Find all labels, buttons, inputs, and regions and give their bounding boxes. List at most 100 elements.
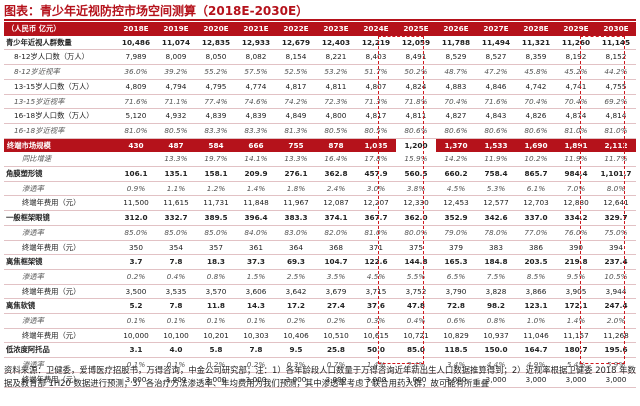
- figure-title: 图表：青少年近视防控市场空间测算（2018E-2030E）: [4, 4, 309, 18]
- table-cell: 85.0: [396, 342, 436, 359]
- table-row: 终端年费用（元） 3,000 3,000 3,000 3,000 3,000 3,000 3,…: [4, 372, 636, 388]
- table-cell: 75.0%: [596, 225, 636, 241]
- table-cell: 758.4: [476, 166, 516, 182]
- table-cell: 85.0%: [196, 225, 236, 241]
- row-label: 青少年近视人群数量: [4, 35, 116, 51]
- table-cell: 50.0: [356, 342, 396, 359]
- table-cell: 44.2%: [596, 64, 636, 80]
- table-cell: 3,000: [516, 372, 556, 388]
- table-cell: 80.6%: [516, 123, 556, 139]
- table-cell: 3,000: [356, 372, 396, 388]
- table-cell: 57.5%: [236, 64, 276, 80]
- table-cell: 5.5%: [396, 269, 436, 285]
- table-cell: 394: [596, 240, 636, 256]
- table-cell: 0.4%: [156, 269, 196, 285]
- table-cell: 10.5%: [596, 269, 636, 285]
- table-cell: 80.5%: [356, 123, 396, 139]
- table-row: 渗透率 85.0% 85.0% 85.0% 84.0% 83.0% 82.0% 81.0% 80…: [4, 225, 636, 241]
- row-label: 终端年费用（元）: [4, 240, 116, 256]
- table-cell: 560.5: [396, 166, 436, 182]
- table-cell: 396.4: [236, 210, 276, 226]
- table-cell: 98.2: [476, 298, 516, 315]
- table-cell: 4,846: [476, 79, 516, 95]
- table-cell: 3,752: [396, 284, 436, 300]
- header-year-cell: 2029E: [556, 22, 596, 36]
- table-cell: 150.0: [476, 342, 516, 359]
- table-cell: 47.2%: [476, 64, 516, 80]
- row-label: 离焦框架镜: [4, 254, 116, 270]
- table-row: 终端市场规模 430 487 584 666 755 878 1,035 1,200 1,370 1…: [4, 138, 636, 153]
- table-cell: 367.7: [356, 210, 396, 226]
- table-cell: 4.5%: [436, 181, 476, 197]
- table-cell: 72.8: [436, 298, 476, 315]
- table-cell: 2.0%: [596, 313, 636, 329]
- table-cell: 84.0%: [236, 225, 276, 241]
- table-cell: 10,615: [356, 328, 396, 344]
- row-label: 13-15岁近视率: [4, 94, 116, 110]
- table-cell: 165.3: [436, 254, 476, 270]
- table-row: 13-15岁近视率 71.6% 71.1% 77.4% 74.6% 74.2% 72.3% 7…: [4, 94, 636, 110]
- table-cell: 375: [396, 240, 436, 256]
- table-cell: 4,811: [396, 108, 436, 124]
- table-cell: 4.9%: [516, 357, 556, 373]
- table-cell: 4,809: [116, 79, 156, 95]
- source-note: 资料来源：卫健委，爱博医疗招股书，万得咨询，中金公司研究部；注：1）各年龄段人口…: [4, 365, 636, 388]
- row-label: 终端年费用（元）: [4, 328, 116, 344]
- table-cell: 3,535: [156, 284, 196, 300]
- table-cell: 3,606: [236, 284, 276, 300]
- table-cell: 11,157: [556, 328, 596, 344]
- row-label: 渗透率: [4, 357, 116, 373]
- table-cell: 12,219: [356, 35, 396, 51]
- table-cell: 71.6%: [116, 94, 156, 110]
- table-cell: 50.2%: [396, 64, 436, 80]
- table-cell: 1.4%: [356, 357, 396, 373]
- table-cell: 386: [516, 240, 556, 256]
- table-cell: 37.3: [236, 254, 276, 270]
- row-label: 16-18岁人口数（万人）: [4, 108, 116, 124]
- table-cell: 457.9: [356, 166, 396, 182]
- table-cell: 53.2%: [316, 64, 356, 80]
- table-row: 渗透率 0.1% 0.1% 0.1% 0.1% 0.2% 0.2% 0.3% 0.4% 0.6% 0…: [4, 313, 636, 329]
- table-cell: 4,794: [156, 79, 196, 95]
- table-row: 16-18岁近视率 81.0% 80.5% 83.3% 83.3% 81.3% 80.5% 8…: [4, 123, 636, 139]
- row-label: 低浓度阿托品: [4, 342, 116, 359]
- table-row: 16-18岁人口数（万人） 5,120 4,932 4,839 4,839 4,849 4,…: [4, 108, 636, 124]
- table-cell: 1,101.7: [596, 166, 636, 182]
- table-cell: 70.4%: [516, 94, 556, 110]
- table-cell: 3,905: [556, 284, 596, 300]
- table-cell: 3.8%: [396, 181, 436, 197]
- table-cell: 276.1: [276, 166, 316, 182]
- table-cell: 4,814: [596, 108, 636, 124]
- row-label: 角膜塑形镜: [4, 166, 116, 182]
- table-cell: 16.4%: [316, 152, 356, 168]
- table-cell: 8,192: [556, 49, 596, 66]
- header-year-cell: 2019E: [156, 22, 196, 36]
- table-cell: 3,000: [596, 372, 636, 388]
- table-cell: 219.8: [556, 254, 596, 270]
- table-cell: 3,642: [276, 284, 316, 300]
- table-row: 角膜塑形镜 106.1 135.1 158.1 209.9 276.1 362.8 457.9…: [4, 166, 636, 182]
- table-cell: 71.3%: [356, 94, 396, 110]
- table-cell: 4,839: [236, 108, 276, 124]
- table-cell: 11,321: [516, 35, 556, 51]
- table-cell: 3,000: [116, 372, 156, 388]
- table-cell: 80.6%: [396, 123, 436, 139]
- table-cell: 11,145: [596, 35, 636, 51]
- table-cell: 3.7: [116, 254, 156, 270]
- header-year-cell: 2023E: [316, 22, 356, 36]
- table-cell: 3,944: [596, 284, 636, 300]
- table-cell: 12,403: [316, 35, 356, 51]
- table-header-row: （人民币 亿元） 2018E 2019E 2020E 2021E 2022E 2023E 20…: [4, 22, 636, 36]
- table-cell: 4.5%: [356, 269, 396, 285]
- table-cell: 80.5%: [156, 123, 196, 139]
- table-cell: 135.1: [156, 166, 196, 182]
- table-cell: 184.8: [476, 254, 516, 270]
- table-cell: 12,933: [236, 35, 276, 51]
- table-cell: 660.2: [436, 166, 476, 182]
- row-label: 渗透率: [4, 269, 116, 285]
- table-cell: 3,679: [316, 284, 356, 300]
- table-cell: 379: [436, 240, 476, 256]
- table-cell: 5.9%: [596, 357, 636, 373]
- table-cell: 3,500: [116, 284, 156, 300]
- table-cell: 13.3%: [276, 152, 316, 168]
